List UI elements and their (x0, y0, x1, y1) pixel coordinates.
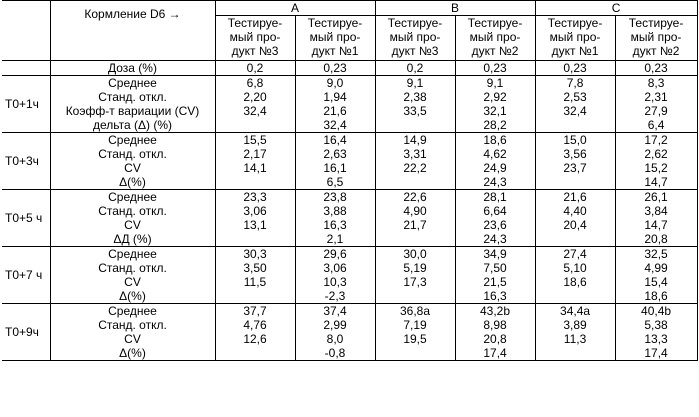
value-cell: 43,2b8,9820,817,4 (455, 304, 535, 361)
value-cell: 8,32,3127,96,4 (615, 76, 697, 133)
dose-value: 0,2 (215, 61, 295, 76)
time-block-row: T0+5 ч СреднееСтанд. откл.CVΔД (%) 23,33… (2, 190, 697, 247)
product-header: Тестируе-мый про-дукт №3 (215, 16, 295, 61)
value-cell: 32,54,9915,418,6 (615, 247, 697, 304)
value-cell: 9,12,3833,5 (375, 76, 455, 133)
value-cell: 37,42,998,0-0,8 (295, 304, 375, 361)
value-cell: 9,12,9232,128,2 (455, 76, 535, 133)
dose-time-cell (2, 61, 50, 76)
dose-value: 0,23 (455, 61, 535, 76)
group-a-header: A (215, 1, 375, 16)
time-label: T0+5 ч (2, 190, 50, 247)
group-b-header: B (375, 1, 535, 16)
results-table: Кормление D6 → A B C Тестируе-мый про-ду… (2, 0, 698, 361)
dose-value: 0,23 (295, 61, 375, 76)
value-cell: 15,03,5623,7 (535, 133, 615, 190)
corner-cell (2, 1, 50, 61)
value-cell: 29,63,0610,3-2,3 (295, 247, 375, 304)
value-cell: 22,64,9021,7 (375, 190, 455, 247)
time-label: T0+9ч (2, 304, 50, 361)
dose-row: Доза (%) 0,2 0,23 0,2 0,23 0,23 0,23 (2, 61, 697, 76)
metric-labels: СреднееСтанд. откл.CVΔ(%) (50, 247, 215, 304)
value-cell: 27,45,1018,6 (535, 247, 615, 304)
product-header: Тестируе-мый про-дукт №3 (375, 16, 455, 61)
value-cell: 17,22,6215,214,7 (615, 133, 697, 190)
value-cell: 21,64,4020,4 (535, 190, 615, 247)
dose-value: 0,23 (615, 61, 697, 76)
product-header: Тестируе-мый про-дукт №2 (455, 16, 535, 61)
time-block-row: T0+3ч СреднееСтанд. откл.CVΔ(%) 15,52,17… (2, 133, 697, 190)
value-cell: 40,4b5,3813,317,4 (615, 304, 697, 361)
value-cell: 34,4a3,8911,3 (535, 304, 615, 361)
time-block-row: T0+9ч СреднееСтанд. откл.CVΔ(%) 37,74,76… (2, 304, 697, 361)
dose-value: 0,2 (375, 61, 455, 76)
value-cell: 9,01,9421,632,4 (295, 76, 375, 133)
group-header-row: Кормление D6 → A B C (2, 1, 697, 16)
product-header: Тестируе-мый про-дукт №1 (295, 16, 375, 61)
value-cell: 16,42,6316,16,5 (295, 133, 375, 190)
metric-labels: СреднееСтанд. откл.CVΔ(%) (50, 304, 215, 361)
metric-labels: СреднееСтанд. откл.CVΔ(%) (50, 133, 215, 190)
dose-value: 0,23 (535, 61, 615, 76)
time-label: T0+7 ч (2, 247, 50, 304)
product-header: Тестируе-мый про-дукт №1 (535, 16, 615, 61)
value-cell: 28,16,6423,624,3 (455, 190, 535, 247)
dose-label: Доза (%) (50, 61, 215, 76)
value-cell: 15,52,1714,1 (215, 133, 295, 190)
value-cell: 37,74,7612,6 (215, 304, 295, 361)
value-cell: 14,93,3122,2 (375, 133, 455, 190)
value-cell: 26,13,8414,720,8 (615, 190, 697, 247)
group-c-header: C (535, 1, 697, 16)
value-cell: 7,82,5332,4 (535, 76, 615, 133)
value-cell: 34,97,5021,516,3 (455, 247, 535, 304)
value-cell: 30,33,5011,5 (215, 247, 295, 304)
value-cell: 23,33,0613,1 (215, 190, 295, 247)
value-cell: 18,64,6224,924,3 (455, 133, 535, 190)
value-cell: 23,83,8816,32,1 (295, 190, 375, 247)
value-cell: 36,8a7,1919,5 (375, 304, 455, 361)
metric-labels: СреднееСтанд. откл.CVΔД (%) (50, 190, 215, 247)
time-label: T0+3ч (2, 133, 50, 190)
metric-labels: СреднееСтанд. откл.Коэфф-т вариации (CV)… (50, 76, 215, 133)
time-block-row: T0+1ч СреднееСтанд. откл.Коэфф-т вариаци… (2, 76, 697, 133)
time-label: T0+1ч (2, 76, 50, 133)
feed-label: Кормление D6 → (50, 1, 215, 61)
value-cell: 6,82,2032,4 (215, 76, 295, 133)
value-cell: 30,05,1917,3 (375, 247, 455, 304)
time-block-row: T0+7 ч СреднееСтанд. откл.CVΔ(%) 30,33,5… (2, 247, 697, 304)
product-header: Тестируе-мый про-дукт №2 (615, 16, 697, 61)
